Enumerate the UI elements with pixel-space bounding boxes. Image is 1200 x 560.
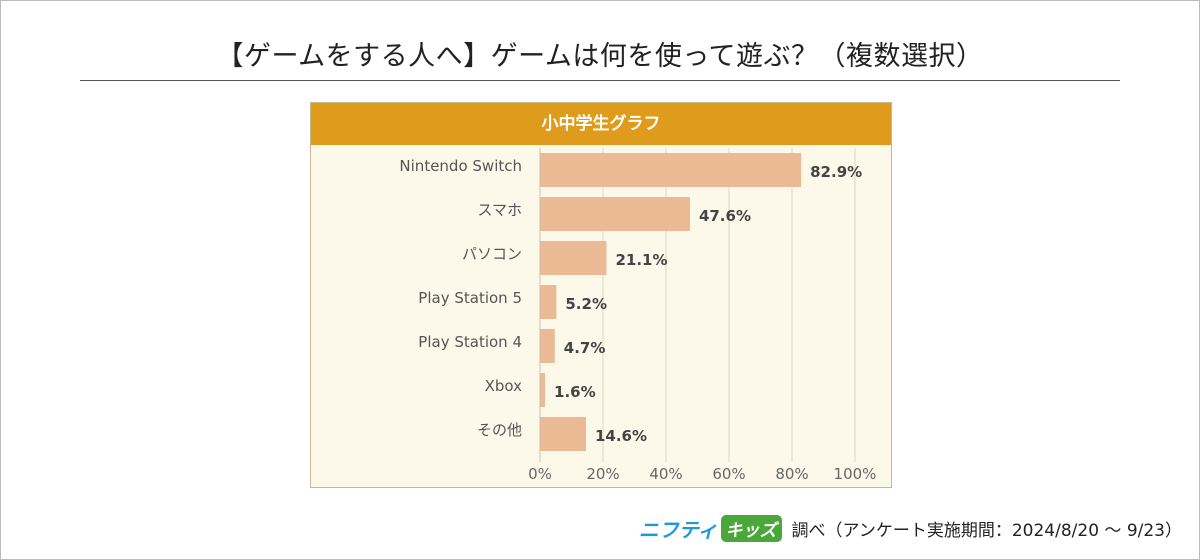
bar [540, 197, 690, 231]
x-tick-label: 60% [712, 465, 745, 483]
bar [540, 285, 557, 319]
x-tick-label: 0% [528, 465, 552, 483]
survey-note: 調べ（アンケート実施期間：2024/8/20 ～ 9/23） [791, 520, 1182, 541]
category-label: Nintendo Switch [399, 157, 522, 175]
data-label: 14.6% [595, 427, 647, 445]
logo-text-nifty: ニフティ [638, 519, 718, 542]
category-label: その他 [477, 421, 522, 439]
data-label: 82.9% [810, 163, 862, 181]
logo-text-kids: キッズ [720, 514, 782, 542]
chart-panel: 小中学生グラフ 0% 20% 40% 60% 80% 100% Nintendo Switc… [310, 102, 892, 488]
title-divider [80, 80, 1120, 81]
data-label: 1.6% [554, 383, 596, 401]
category-label: Xbox [485, 377, 523, 395]
category-label: Play Station 4 [418, 333, 522, 351]
x-tick-label: 40% [649, 465, 682, 483]
footer: ニフティ キッズ 調べ（アンケート実施期間：2024/8/20 ～ 9/23） [639, 513, 1182, 543]
x-tick-label: 80% [775, 465, 808, 483]
x-tick-label: 20% [586, 465, 619, 483]
data-label: 4.7% [564, 339, 606, 357]
bar-chart: 0% 20% 40% 60% 80% 100% Nintendo Switch 82.9% スマ… [399, 148, 877, 483]
bar [540, 241, 607, 275]
page-title: 【ゲームをする人へ】ゲームは何を使って遊ぶ？（複数選択） [216, 41, 984, 72]
category-label: スマホ [477, 201, 522, 219]
chart-header: 小中学生グラフ [311, 103, 891, 145]
x-tick-label: 100% [834, 465, 877, 483]
bar [540, 373, 546, 407]
nifty-kids-logo: ニフティ キッズ [639, 514, 782, 543]
bar [540, 329, 555, 363]
category-label: Play Station 5 [418, 289, 522, 307]
category-label: パソコン [462, 245, 522, 263]
data-label: 5.2% [565, 295, 607, 313]
data-label: 21.1% [615, 251, 667, 269]
data-label: 47.6% [699, 207, 751, 225]
bar [540, 153, 802, 187]
bar [540, 417, 586, 451]
